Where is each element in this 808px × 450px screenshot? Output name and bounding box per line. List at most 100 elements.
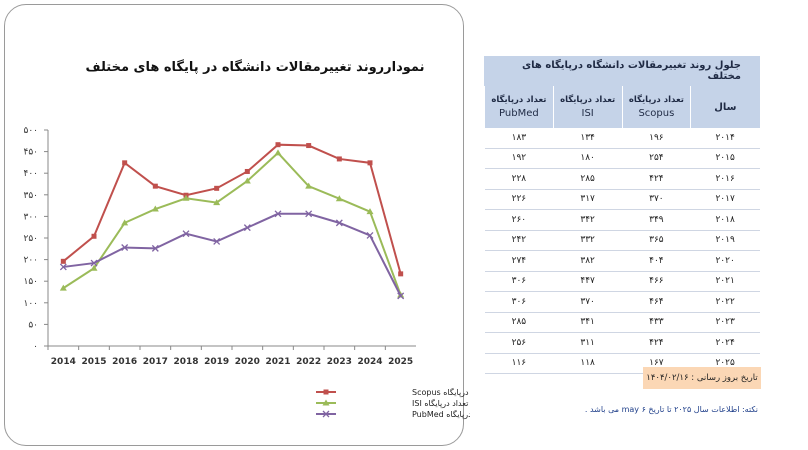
table-row: ۲۰۲۰ ۴۰۴ ۳۸۲ ۲۷۴ — [484, 250, 760, 272]
x-tick-label: 2025 — [388, 357, 413, 367]
table-row: ۲۰۱۷ ۳۷۰ ۳۱۷ ۲۲۶ — [484, 189, 760, 210]
y-tick-label: ۲۰۰ — [23, 256, 38, 266]
table-cell: ۳۴۹ — [622, 209, 691, 231]
data-point — [366, 208, 374, 215]
data-point — [398, 271, 404, 277]
table-row: ۲۰۱۴ ۱۹۶ ۱۳۴ ۱۸۳ — [484, 128, 760, 149]
y-tick-label: ۴۵۰ — [23, 148, 38, 158]
table-cell: ۲۰۲۰ — [690, 250, 760, 272]
table-cell: ۲۰۱۹ — [690, 230, 760, 251]
data-point — [121, 219, 129, 226]
legend-marker — [323, 389, 329, 395]
data-point — [213, 199, 221, 206]
data-point — [274, 210, 282, 218]
table-cell: ۴۶۶ — [622, 271, 691, 292]
table-cell: ۱۳۴ — [553, 128, 622, 149]
legend-label: تعداد درپایگاه Scopus — [412, 387, 470, 397]
table-body: ۲۰۱۴ ۱۹۶ ۱۳۴ ۱۸۳ ۲۰۱۵ ۲۵۴ ۱۸۰ ۱۹۲ ۲۰۱۶ ۴۲۴ ۲۸۵ ۲۲۸ ۲… — [484, 128, 760, 374]
table-header-cell: تعداد درپایگاه PubMed — [484, 85, 554, 128]
data-point — [213, 237, 221, 245]
data-point — [121, 244, 129, 251]
y-tick-label: ۲۵۰ — [23, 234, 38, 244]
table-header-cell: تعداد درپایگاه Scopus — [621, 85, 691, 128]
table-cell: ۱۸۰ — [553, 148, 622, 169]
data-point — [275, 142, 281, 148]
data-point — [151, 205, 159, 212]
data-table-container: جلول روند تغییرمقالات دانشگاه درپایگاه ه… — [484, 56, 760, 374]
x-tick-label: 2022 — [296, 357, 321, 367]
data-point — [306, 143, 312, 149]
table-cell: ۳۴۲ — [553, 209, 622, 231]
x-tick-label: 2019 — [204, 357, 229, 367]
x-tick-label: 2020 — [235, 357, 260, 367]
table-header-cell: سال — [690, 85, 760, 128]
data-point — [182, 194, 190, 201]
data-table: جلول روند تغییرمقالات دانشگاه درپایگاه ه… — [484, 56, 760, 374]
table-cell: ۲۸۵ — [553, 168, 622, 190]
table-header-subtitle: PubMed — [499, 108, 539, 119]
table-cell: ۳۱۷ — [553, 189, 622, 210]
table-header-row: سال تعداد درپایگاه Scopus تعداد درپایگاه ISI… — [484, 85, 760, 128]
table-row: ۲۰۱۵ ۲۵۴ ۱۸۰ ۱۹۲ — [484, 148, 760, 169]
table-cell: ۲۰۲۱ — [690, 271, 760, 292]
data-point — [59, 284, 67, 291]
y-tick-label: ۱۵۰ — [23, 277, 38, 287]
table-header-subtitle: ISI — [581, 108, 594, 119]
table-cell: ۲۲۶ — [484, 189, 554, 210]
x-tick-label: 2021 — [265, 357, 290, 367]
x-tick-label: 2024 — [357, 357, 382, 367]
table-row: ۲۰۲۲ ۴۶۴ ۳۷۰ ۳۰۶ — [484, 291, 760, 313]
legend-label: تعداد درپایگاه PubMed — [412, 409, 470, 419]
data-point — [122, 160, 128, 166]
x-tick-label: 2015 — [81, 357, 106, 367]
series-line — [62, 151, 402, 296]
table-cell: ۴۲۴ — [622, 168, 691, 190]
table-cell: ۳۳۲ — [553, 230, 622, 251]
table-header-cell: تعداد درپایگاه ISI — [552, 85, 622, 128]
table-cell: ۲۲۸ — [484, 168, 554, 190]
data-point — [336, 156, 342, 162]
table-cell: ۲۷۴ — [484, 250, 554, 272]
data-point — [90, 259, 98, 267]
table-row: ۲۰۲۵ ۱۶۷ ۱۱۸ ۱۱۶ — [484, 353, 760, 374]
table-row: ۲۰۱۶ ۴۲۴ ۲۸۵ ۲۲۸ — [484, 168, 760, 190]
table-row: ۲۰۲۱ ۴۶۶ ۴۴۷ ۳۰۶ — [484, 271, 760, 292]
chart-title: نمودارروند تغییرمقالات دانشگاه در پایگاه… — [85, 60, 425, 75]
data-point — [152, 183, 158, 189]
table-cell: ۴۶۴ — [622, 291, 691, 313]
data-point — [59, 263, 67, 271]
table-cell: ۳۷۰ — [553, 291, 622, 313]
data-point — [274, 149, 282, 156]
table-cell: ۲۴۲ — [484, 230, 554, 251]
table-cell: ۲۰۲۴ — [690, 332, 760, 354]
data-point — [151, 244, 159, 252]
x-tick-label: 2016 — [112, 357, 137, 367]
x-tick-label: 2017 — [143, 357, 168, 367]
table-row: ۲۰۲۴ ۴۲۴ ۳۱۱ ۲۵۶ — [484, 332, 760, 354]
table-cell: ۱۹۲ — [484, 148, 554, 169]
table-row: ۲۰۲۳ ۴۳۳ ۳۴۱ ۲۸۵ — [484, 312, 760, 333]
data-point — [244, 168, 250, 174]
y-tick-label: ۴۰۰ — [23, 169, 38, 179]
table-cell: ۲۶۰ — [484, 209, 554, 231]
data-point — [335, 219, 343, 227]
x-tick-label: 2023 — [327, 357, 352, 367]
data-point — [305, 210, 313, 218]
data-point — [91, 233, 97, 239]
table-cell: ۲۰۲۳ — [690, 312, 760, 333]
data-point — [366, 231, 374, 239]
table-cell: ۴۴۷ — [553, 271, 622, 292]
legend-label: تعداد درپایگاه ISI — [412, 398, 468, 408]
data-point — [182, 230, 190, 238]
data-point — [243, 177, 251, 184]
table-cell: ۳۸۲ — [553, 250, 622, 272]
table-cell: ۱۹۶ — [622, 128, 691, 149]
table-cell: ۳۰۶ — [484, 271, 554, 292]
table-cell: ۲۸۵ — [484, 312, 554, 333]
table-cell: ۲۰۱۸ — [690, 209, 760, 231]
table-cell: ۳۶۵ — [622, 230, 691, 251]
table-cell: ۲۰۱۶ — [690, 168, 760, 190]
y-tick-label: ۱۰۰ — [23, 299, 38, 309]
table-header-subtitle: Scopus — [638, 108, 675, 119]
table-cell: ۳۷۰ — [622, 189, 691, 210]
